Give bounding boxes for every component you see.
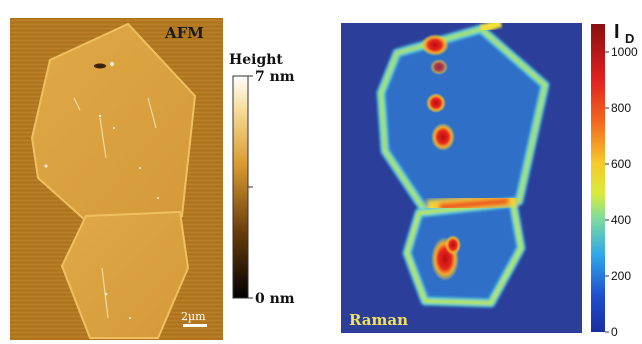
afm-scale-bar	[183, 324, 207, 327]
afm-panel: AFM 2µm	[10, 18, 223, 340]
afm-colorbar-min: 0 nm	[255, 291, 295, 307]
raman-colorbar: I D 1000 800 600 400 200 0	[588, 10, 642, 340]
afm-colorbar-gradient	[232, 75, 249, 299]
afm-colorbar-max: 7 nm	[255, 69, 295, 85]
afm-scale-bar-label: 2µm	[181, 310, 206, 323]
raman-flake-lower	[407, 203, 521, 303]
raman-colorbar-tick-label: 600	[611, 157, 631, 171]
afm-image: AFM 2µm	[10, 18, 223, 340]
afm-defect	[94, 63, 106, 69]
raman-colorbar-tick-label: 400	[611, 213, 631, 227]
raman-colorbar-gradient	[591, 24, 605, 332]
raman-colorbar-tick-label: 800	[611, 101, 631, 115]
afm-flake-lower	[60, 210, 190, 339]
afm-colorbar-title: Height	[229, 52, 283, 68]
raman-panel: Raman	[341, 19, 582, 333]
raman-colorbar-title-sub: D	[625, 31, 634, 46]
afm-bright-spots	[44, 114, 159, 319]
raman-grain-boundary	[426, 192, 518, 214]
raman-hotspots	[421, 34, 461, 281]
afm-colorbar: Height 7 nm 0 nm	[225, 50, 315, 310]
raman-flake-upper	[381, 29, 545, 211]
raman-colorbar-title: I	[614, 21, 620, 43]
raman-colorbar-tick-label: 200	[611, 269, 631, 283]
afm-wrinkles	[73, 97, 157, 319]
raman-label: Raman	[349, 311, 408, 329]
raman-colorbar-tick-label: 0	[611, 325, 618, 339]
afm-label: AFM	[164, 24, 204, 42]
raman-colorbar-tick-label: 1000	[611, 45, 638, 59]
raman-image: Raman	[341, 19, 582, 333]
